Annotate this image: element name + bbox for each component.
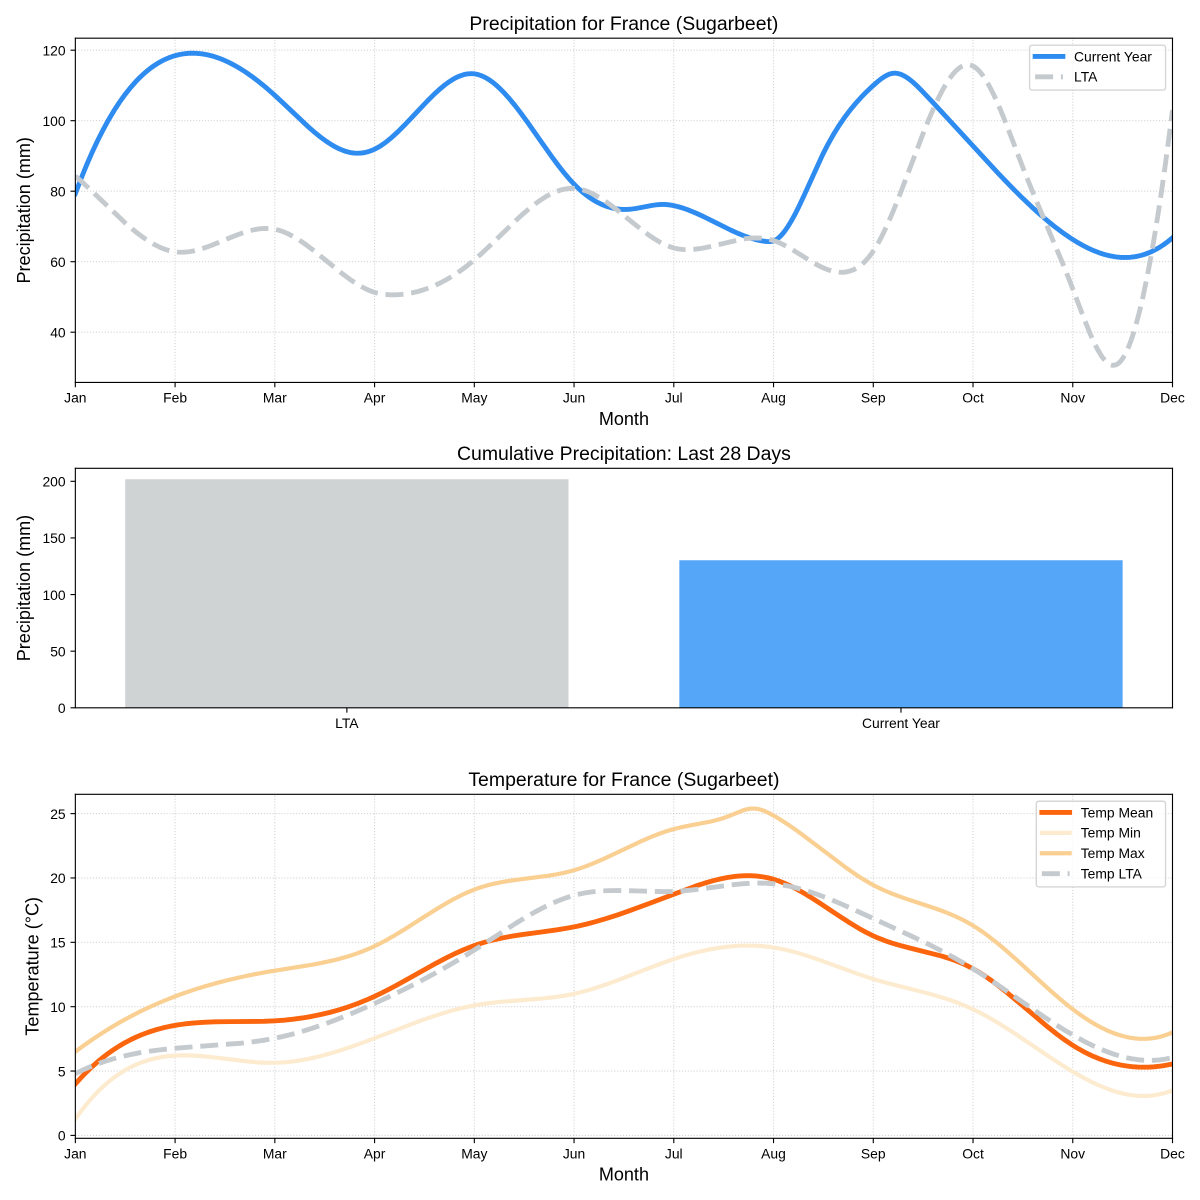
svg-text:Mar: Mar — [263, 390, 287, 406]
svg-text:Month: Month — [599, 1165, 649, 1185]
svg-text:Dec: Dec — [1160, 1146, 1185, 1162]
svg-text:Temperature for France (Sugarb: Temperature for France (Sugarbeet) — [468, 769, 779, 791]
svg-text:LTA: LTA — [1074, 69, 1098, 85]
svg-text:Apr: Apr — [364, 390, 386, 406]
svg-text:Precipitation for France (Suga: Precipitation for France (Sugarbeet) — [469, 13, 778, 35]
svg-text:Sep: Sep — [861, 390, 886, 406]
svg-text:15: 15 — [50, 935, 66, 951]
svg-text:Aug: Aug — [761, 1146, 786, 1162]
svg-text:Nov: Nov — [1060, 1146, 1085, 1162]
svg-text:Jan: Jan — [64, 1146, 86, 1162]
svg-text:120: 120 — [42, 42, 65, 58]
svg-text:Mar: Mar — [263, 1146, 287, 1162]
svg-text:Jun: Jun — [563, 390, 585, 406]
svg-text:Oct: Oct — [962, 1146, 984, 1162]
svg-text:Jan: Jan — [64, 390, 86, 406]
svg-text:40: 40 — [50, 324, 66, 340]
svg-text:10: 10 — [50, 999, 66, 1015]
svg-text:Jun: Jun — [563, 1146, 585, 1162]
svg-text:Month: Month — [599, 409, 649, 429]
svg-text:Oct: Oct — [962, 390, 984, 406]
svg-text:60: 60 — [50, 254, 66, 270]
svg-text:Temp Mean: Temp Mean — [1081, 804, 1154, 820]
svg-text:Aug: Aug — [761, 390, 786, 406]
svg-text:80: 80 — [50, 183, 66, 199]
svg-text:50: 50 — [50, 643, 66, 659]
svg-text:Temp Min: Temp Min — [1081, 825, 1141, 841]
svg-text:20: 20 — [50, 870, 66, 886]
svg-text:Dec: Dec — [1160, 390, 1185, 406]
svg-text:Temperature (°C): Temperature (°C) — [23, 897, 43, 1036]
svg-text:Current Year: Current Year — [1074, 48, 1152, 64]
svg-text:100: 100 — [42, 113, 65, 129]
svg-text:25: 25 — [50, 806, 66, 822]
svg-text:Cumulative Precipitation: Last: Cumulative Precipitation: Last 28 Days — [457, 443, 791, 465]
svg-text:LTA: LTA — [335, 715, 359, 731]
svg-text:Sep: Sep — [861, 1146, 886, 1162]
svg-text:Feb: Feb — [163, 1146, 187, 1162]
svg-text:Jul: Jul — [665, 1146, 683, 1162]
svg-text:Temp LTA: Temp LTA — [1081, 866, 1143, 882]
svg-text:0: 0 — [58, 700, 66, 716]
svg-text:May: May — [461, 390, 487, 406]
svg-text:Temp Max: Temp Max — [1081, 845, 1145, 861]
svg-text:0: 0 — [58, 1128, 66, 1144]
svg-text:Precipitation (mm): Precipitation (mm) — [14, 515, 34, 661]
svg-text:5: 5 — [58, 1063, 66, 1079]
svg-text:Feb: Feb — [163, 390, 187, 406]
svg-text:100: 100 — [42, 587, 65, 603]
svg-text:Current Year: Current Year — [862, 715, 940, 731]
svg-text:Nov: Nov — [1060, 390, 1085, 406]
svg-text:May: May — [461, 1146, 487, 1162]
svg-text:200: 200 — [42, 474, 65, 490]
svg-text:Apr: Apr — [364, 1146, 386, 1162]
svg-text:Precipitation (mm): Precipitation (mm) — [14, 137, 34, 283]
svg-text:Jul: Jul — [665, 390, 683, 406]
svg-text:150: 150 — [42, 530, 65, 546]
